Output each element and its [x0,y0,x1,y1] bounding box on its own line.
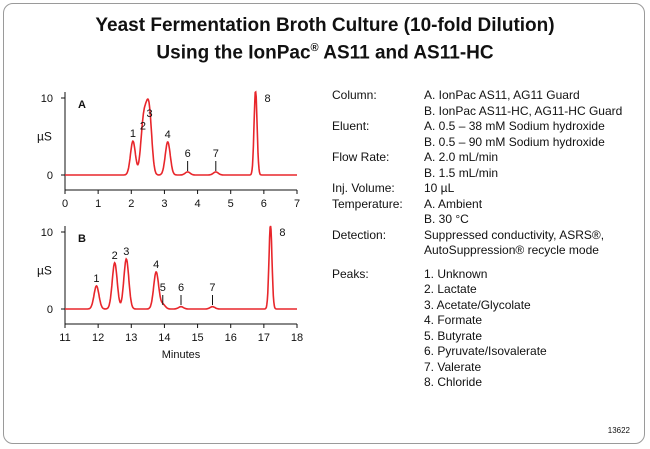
figure-number: 13622 [607,426,630,435]
y-tick-label: 10 [41,93,53,105]
panel-label: A [78,99,86,111]
condition-label: Flow Rate: [332,150,390,164]
condition-row: Peaks: 1. Unknown 2. Lactate 3. Acetate/Gly… [332,267,622,391]
chromatogram-trace [65,225,297,310]
peak-label: 1 [130,128,136,140]
condition-value: 4. Formate [424,313,483,327]
condition-row: Detection: Suppressed conductivity, ASRS®… [332,228,622,259]
peak-label: 7 [209,282,215,294]
y-axis-label: µS [37,130,52,144]
conditions-list: Column: A. IonPac AS11, AG11 Guard B. IonP… [332,88,622,391]
condition-label: Column: [332,88,377,102]
condition-value: A. IonPac AS11, AG11 Guard [424,88,580,102]
condition-value: Suppressed conductivity, ASRS®, [424,227,605,242]
y-axis-label: µS [37,264,52,278]
peak-label: 4 [153,259,159,271]
x-tick-label: 16 [225,332,237,344]
x-tick-label: 14 [158,332,170,344]
condition-row: Column: A. IonPac AS11, AG11 Guard B. IonP… [332,88,622,119]
condition-value: 7. Valerate [424,359,482,374]
condition-row: Flow Rate: A. 2.0 mL/min B. 1.5 mL/min [332,150,622,181]
condition-value: 10 µL [424,181,455,195]
panel-label: B [78,233,86,245]
condition-row: Temperature: A. Ambient B. 30 °C [332,197,622,228]
peak-label: 8 [279,227,285,239]
x-tick-label: 5 [228,198,234,210]
peak-label: 7 [213,148,219,160]
x-tick-label: 3 [161,198,167,210]
condition-value: B. IonPac AS11-HC, AG11-HC Guard [424,103,623,118]
condition-row: Eluent: A. 0.5 – 38 mM Sodium hydroxide B.… [332,119,622,150]
x-axis-label: Minutes [162,349,201,361]
y-tick-label: 0 [47,304,53,316]
peak-label: 6 [185,148,191,160]
x-tick-label: 17 [258,332,270,344]
x-tick-label: 0 [62,198,68,210]
condition-value: A. 2.0 mL/min [424,150,499,164]
condition-label: Inj. Volume: [332,181,395,195]
condition-value: A. Ambient [424,196,483,211]
condition-value: 1. Unknown [424,266,488,281]
x-tick-label: 13 [125,332,137,344]
x-tick-label: 2 [128,198,134,210]
x-tick-label: 6 [261,198,267,210]
y-tick-label: 10 [41,227,53,239]
condition-label: Temperature: [332,196,403,211]
x-tick-label: 12 [92,332,104,344]
x-tick-label: 1 [95,198,101,210]
peak-label: 2 [112,250,118,262]
condition-value: B. 1.5 mL/min [424,165,499,180]
peak-label: 3 [146,108,152,120]
peak-label: 8 [265,93,271,105]
condition-label: Peaks: [332,266,369,281]
x-tick-label: 18 [291,332,303,344]
x-tick-label: 7 [294,198,300,210]
condition-value: A. 0.5 – 38 mM Sodium hydroxide [424,119,605,133]
condition-label: Eluent: [332,119,370,133]
condition-value: 2. Lactate [424,282,477,296]
condition-value: 6. Pyruvate/Isovalerate [424,344,547,358]
condition-value: 5. Butyrate [424,328,483,343]
title-line-1: Yeast Fermentation Broth Culture (10-fol… [95,15,555,36]
condition-value: AutoSuppression® recycle mode [424,243,599,257]
peak-label: 4 [165,129,171,141]
figure-frame [3,3,645,444]
peak-label: 5 [160,282,166,294]
condition-label: Detection: [332,227,387,242]
chromatogram-trace [65,90,297,176]
condition-row: Inj. Volume: 10 µL [332,181,622,197]
condition-value: 3. Acetate/Glycolate [424,297,531,312]
peak-label: 6 [178,282,184,294]
condition-value: 8. Chloride [424,375,483,389]
peak-label: 1 [93,273,99,285]
condition-value: B. 0.5 – 90 mM Sodium hydroxide [424,134,605,149]
x-tick-label: 11 [59,332,70,344]
peak-label: 2 [140,120,146,132]
title-line-2: Using the IonPac® AS11 and AS11-HC [156,42,494,64]
peak-label: 3 [123,246,129,258]
x-tick-label: 4 [195,198,201,210]
condition-value: B. 30 °C [424,212,469,226]
chart-title: Yeast Fermentation Broth Culture (10-fol… [0,14,650,64]
x-tick-label: 15 [191,332,203,344]
y-tick-label: 0 [47,170,53,182]
